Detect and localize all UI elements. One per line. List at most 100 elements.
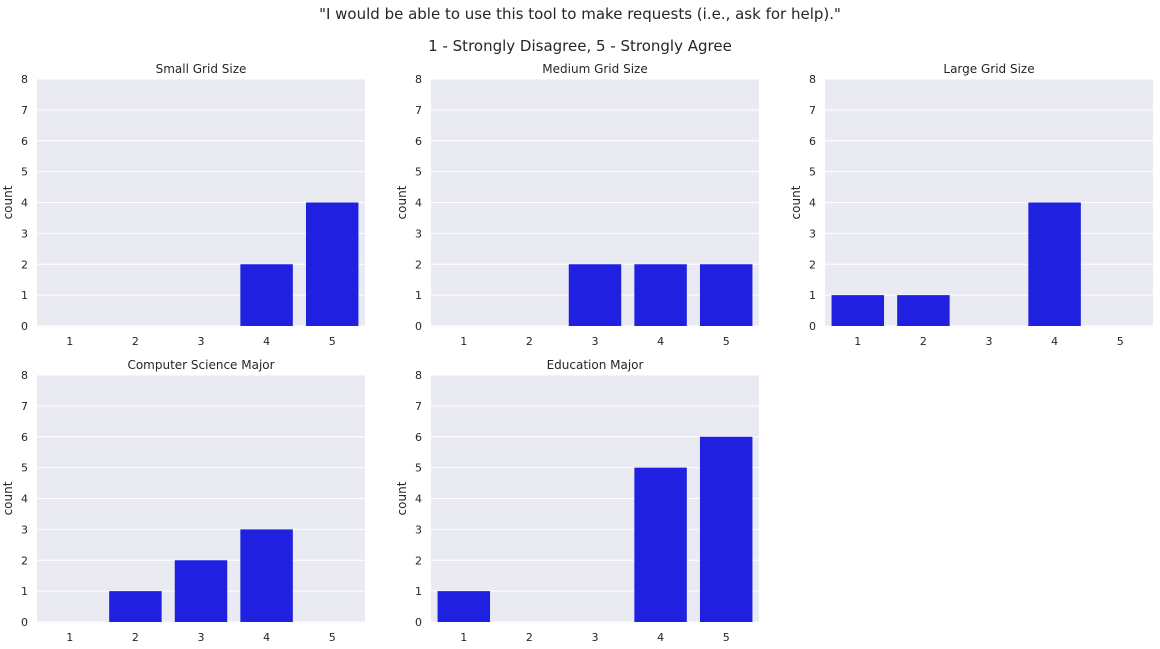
bar-3	[568, 264, 622, 326]
y-tick-label: 5	[809, 166, 816, 179]
x-tick-label: 3	[986, 335, 993, 348]
y-tick-label: 3	[21, 523, 28, 536]
y-tick-label: 5	[415, 462, 422, 475]
bar-2	[897, 295, 950, 326]
y-tick-label: 8	[21, 369, 28, 382]
x-tick-label: 4	[263, 335, 270, 348]
chart-panel-3: 0 1 2 3 4 5 6 7 8 1 2 3 4 5 Large Grid Size count	[789, 62, 1153, 348]
bar-4	[1028, 202, 1081, 326]
y-tick-label: 1	[809, 289, 816, 302]
y-tick-label: 2	[809, 258, 816, 271]
x-tick-label: 5	[723, 631, 730, 644]
y-tick-label: 4	[21, 197, 28, 210]
x-tick-label: 4	[1051, 335, 1058, 348]
x-tick-label: 4	[263, 631, 270, 644]
bar-5	[699, 264, 753, 326]
chart-panel-4: 0 1 2 3 4 5 6 7 8 1 2 3 4 5 Computer Science Major coun…	[1, 358, 365, 644]
y-tick-label: 3	[415, 227, 422, 240]
y-tick-label: 7	[21, 400, 28, 413]
y-tick-label: 1	[21, 289, 28, 302]
y-tick-label: 6	[21, 431, 28, 444]
y-tick-label: 7	[809, 104, 816, 117]
y-tick-label: 0	[21, 616, 28, 629]
y-tick-label: 4	[415, 493, 422, 506]
y-tick-label: 1	[415, 585, 422, 598]
y-tick-label: 5	[21, 462, 28, 475]
y-tick-label: 8	[21, 73, 28, 86]
x-tick-label: 1	[854, 335, 861, 348]
x-tick-label: 1	[460, 631, 467, 644]
y-tick-label: 2	[21, 554, 28, 567]
y-tick-label: 8	[415, 73, 422, 86]
y-tick-label: 8	[415, 369, 422, 382]
y-tick-label: 5	[415, 166, 422, 179]
y-tick-label: 0	[415, 616, 422, 629]
y-tick-label: 3	[809, 227, 816, 240]
x-tick-label: 4	[657, 335, 664, 348]
y-tick-label: 4	[809, 197, 816, 210]
bar-1	[437, 591, 491, 622]
y-tick-label: 6	[415, 135, 422, 148]
y-tick-label: 7	[415, 104, 422, 117]
x-tick-label: 5	[329, 631, 336, 644]
y-tick-label: 2	[415, 258, 422, 271]
y-tick-label: 2	[21, 258, 28, 271]
y-tick-label: 3	[415, 523, 422, 536]
panel-title: Medium Grid Size	[542, 62, 647, 76]
x-tick-label: 2	[526, 335, 533, 348]
x-tick-label: 3	[198, 335, 205, 348]
y-tick-label: 1	[415, 289, 422, 302]
x-tick-label: 3	[198, 631, 205, 644]
y-axis-label: count	[395, 481, 409, 515]
bar-4	[240, 264, 293, 326]
y-axis-label: count	[1, 481, 15, 515]
y-tick-label: 1	[21, 585, 28, 598]
y-tick-label: 4	[21, 493, 28, 506]
y-tick-label: 0	[809, 320, 816, 333]
y-tick-label: 6	[809, 135, 816, 148]
bar-5	[305, 202, 359, 326]
y-tick-label: 4	[415, 197, 422, 210]
y-tick-label: 0	[415, 320, 422, 333]
x-tick-label: 5	[723, 335, 730, 348]
x-tick-label: 3	[592, 335, 599, 348]
bar-3	[174, 560, 228, 622]
x-tick-label: 3	[592, 631, 599, 644]
chart-panel-1: 0 1 2 3 4 5 6 7 8 1 2 3 4 5 Small Grid Size count	[1, 62, 365, 348]
y-tick-label: 8	[809, 73, 816, 86]
y-axis-label: count	[789, 185, 803, 219]
panel-title: Computer Science Major	[127, 358, 274, 372]
bar-5	[699, 436, 753, 622]
bar-2	[109, 591, 162, 622]
x-tick-label: 2	[132, 631, 139, 644]
bar-4	[240, 529, 293, 622]
y-tick-label: 3	[21, 227, 28, 240]
y-tick-label: 6	[415, 431, 422, 444]
bar-4	[634, 467, 687, 622]
panel-title: Education Major	[547, 358, 644, 372]
y-tick-label: 2	[415, 554, 422, 567]
bar-1	[831, 295, 885, 326]
x-tick-label: 1	[460, 335, 467, 348]
y-axis-label: count	[395, 185, 409, 219]
chart-panel-5: 0 1 2 3 4 5 6 7 8 1 2 3 4 5 Education Major count	[395, 358, 759, 644]
panel-title: Small Grid Size	[156, 62, 247, 76]
x-tick-label: 2	[526, 631, 533, 644]
y-tick-label: 6	[21, 135, 28, 148]
y-tick-label: 0	[21, 320, 28, 333]
figure-subtitle: 1 - Strongly Disagree, 5 - Strongly Agre…	[428, 37, 732, 55]
y-tick-label: 5	[21, 166, 28, 179]
panel-title: Large Grid Size	[943, 62, 1034, 76]
y-axis-label: count	[1, 185, 15, 219]
y-tick-label: 7	[21, 104, 28, 117]
x-tick-label: 5	[1117, 335, 1124, 348]
x-tick-label: 1	[66, 335, 73, 348]
x-tick-label: 1	[66, 631, 73, 644]
chart-panel-2: 0 1 2 3 4 5 6 7 8 1 2 3 4 5 Medium Grid Size count	[395, 62, 759, 348]
bar-4	[634, 264, 687, 326]
x-tick-label: 2	[132, 335, 139, 348]
x-tick-label: 2	[920, 335, 927, 348]
figure-title: "I would be able to use this tool to mak…	[319, 5, 841, 23]
x-tick-label: 5	[329, 335, 336, 348]
